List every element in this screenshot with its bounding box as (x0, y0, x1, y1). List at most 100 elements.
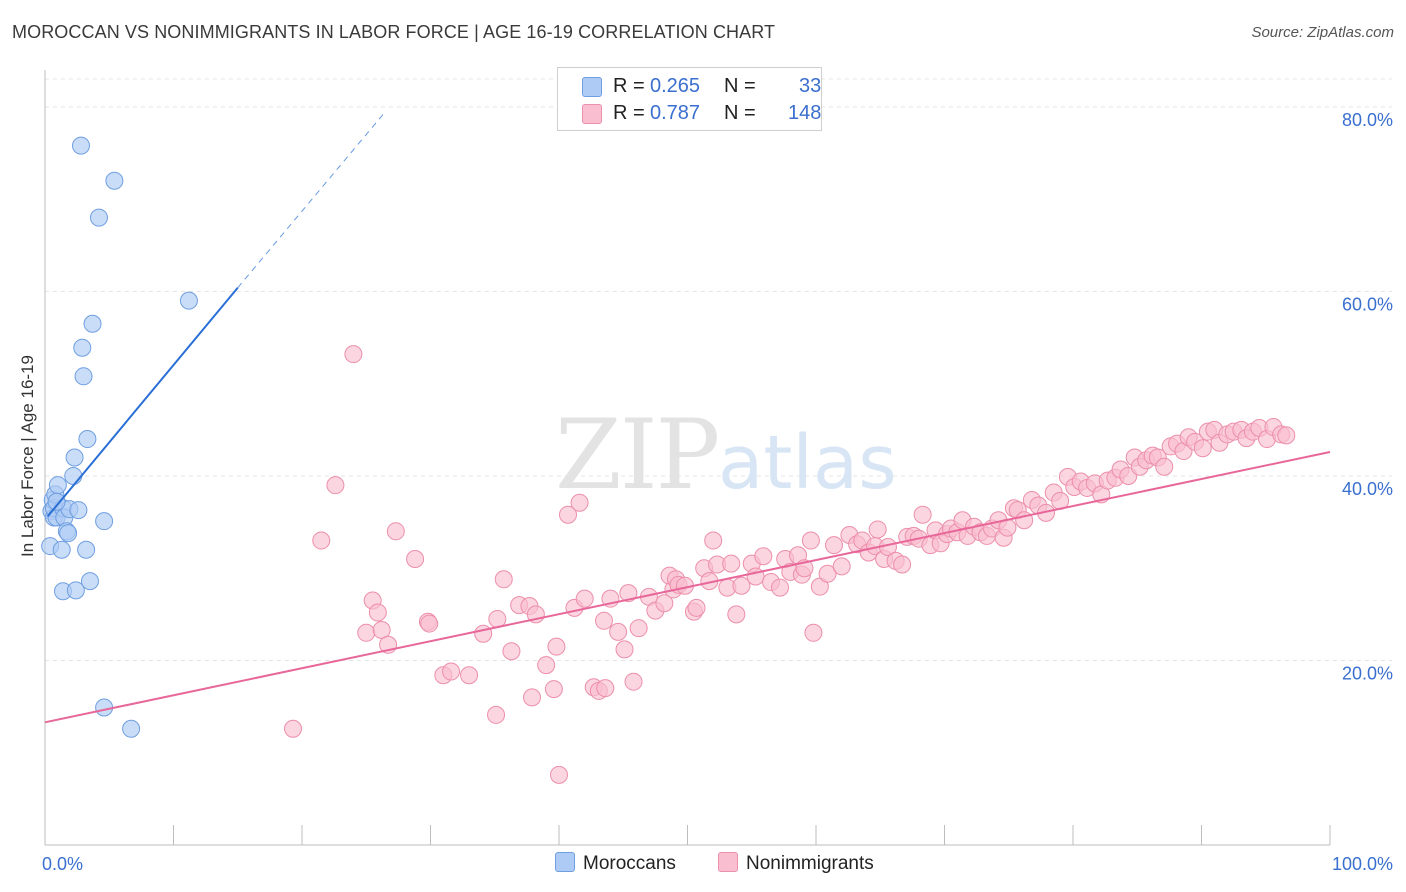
bottom-legend-swatch-moroccans (555, 852, 575, 872)
nonimmigrants-point (687, 598, 706, 617)
nonimmigrants-point (326, 476, 345, 495)
nonimmigrants-point (420, 614, 439, 633)
moroccans-trend-line (46, 287, 239, 518)
y-tick-label: 40.0% (1342, 479, 1393, 499)
moroccans-point (83, 314, 102, 333)
nonimmigrants-point (893, 555, 912, 574)
nonimmigrants-point (550, 765, 568, 784)
nonimmigrants-point (727, 605, 746, 624)
nonimmigrants-point (460, 666, 479, 685)
moroccans-trend-extension (237, 111, 386, 289)
nonimmigrants-point (913, 505, 932, 524)
nonimmigrants-point (732, 576, 751, 595)
axes (44, 70, 1331, 846)
nonimmigrants-point (615, 640, 634, 659)
nonimmigrants-point (494, 570, 513, 589)
nonimmigrants-point (502, 642, 521, 661)
moroccans-point (80, 572, 99, 591)
moroccans-point (66, 581, 85, 600)
moroccans-point (64, 466, 83, 485)
nonimmigrants-point (1155, 457, 1174, 476)
chart-title: MOROCCAN VS NONIMMIGRANTS IN LABOR FORCE… (12, 22, 776, 42)
legend-r-value: 0.787 (650, 102, 701, 124)
moroccans-point (48, 476, 67, 495)
legend-n-value: 148 (788, 102, 822, 124)
legend-r-label: R = (613, 75, 645, 97)
nonimmigrants-point (754, 547, 773, 566)
moroccans-point (59, 524, 78, 543)
bottom-legend-moroccans: Moroccans (555, 852, 676, 875)
moroccans-point (179, 291, 198, 310)
legend-swatch-moroccans (582, 77, 602, 97)
bottom-legend-nonimmigrants: Nonimmigrants (718, 852, 874, 875)
bottom-legend-label-nonimmigrants: Nonimmigrants (746, 853, 874, 874)
nonimmigrants-point (575, 589, 594, 608)
nonimmigrants-point (386, 522, 405, 541)
y-tick-label: 20.0% (1342, 663, 1393, 683)
source-label: Source: ZipAtlas.com (1251, 24, 1394, 41)
nonimmigrants-point (804, 623, 823, 642)
watermark-atlas: atlas (718, 420, 897, 506)
legend-n-label: N = (724, 75, 756, 97)
nonimmigrants-point (487, 705, 506, 724)
nonimmigrants-point (619, 584, 638, 603)
nonimmigrants-point (284, 719, 303, 738)
nonimmigrants-point (570, 493, 589, 512)
nonimmigrants-point (1277, 426, 1296, 445)
moroccans-point (73, 338, 92, 357)
moroccans-point (77, 540, 96, 559)
legend: R = 0.265 N = 33 R = 0.787 N = 148 (557, 67, 822, 131)
watermark-zip: ZIP (555, 399, 718, 511)
moroccans-point (78, 430, 97, 449)
nonimmigrants-point (655, 594, 674, 613)
moroccans-point (95, 512, 114, 531)
moroccans-point (65, 448, 84, 467)
nonimmigrants-trend-line (44, 450, 1331, 724)
moroccans-point (105, 171, 124, 190)
nonimmigrants-point (771, 578, 790, 597)
nonimmigrants-point (1193, 439, 1212, 458)
nonimmigrants-point (368, 603, 387, 622)
moroccans-points (41, 136, 198, 738)
nonimmigrants-point (722, 554, 741, 573)
nonimmigrants-point (537, 656, 556, 675)
x-tick-label: 100.0% (1332, 854, 1393, 874)
nonimmigrants-point (312, 531, 331, 550)
x-tick-label: 0.0% (42, 854, 83, 874)
nonimmigrants-point (547, 637, 566, 656)
nonimmigrants-point (474, 624, 493, 643)
nonimmigrants-points (284, 345, 1296, 784)
nonimmigrants-point (594, 611, 613, 630)
moroccans-point (52, 540, 71, 559)
moroccans-point (74, 367, 93, 386)
moroccans-point (47, 492, 66, 511)
moroccans-point (71, 136, 90, 155)
y-tick-label: 60.0% (1342, 294, 1393, 314)
nonimmigrants-point (596, 679, 615, 698)
moroccans-point (95, 698, 114, 717)
watermark: ZIP atlas (555, 399, 897, 511)
bottom-legend-label-moroccans: Moroccans (583, 853, 676, 874)
moroccans-point (69, 501, 88, 520)
nonimmigrants-point (442, 662, 461, 681)
nonimmigrants-point (344, 345, 363, 364)
legend-r-value: 0.265 (650, 75, 701, 97)
bottom-legend-swatch-nonimmigrants (718, 852, 738, 872)
nonimmigrants-point (801, 531, 820, 550)
nonimmigrants-point (832, 557, 851, 576)
moroccans-point (122, 719, 141, 738)
nonimmigrants-point (818, 564, 837, 583)
nonimmigrants-point (357, 623, 376, 642)
legend-r-label: R = (613, 102, 645, 124)
legend-swatch-nonimmigrants (582, 104, 602, 124)
trend-lines (44, 111, 1331, 724)
nonimmigrants-point (558, 505, 577, 524)
y-tick-label: 80.0% (1342, 110, 1393, 130)
y-axis-label: In Labor Force | Age 16-19 (18, 355, 37, 557)
nonimmigrants-point (824, 536, 843, 555)
nonimmigrants-point (704, 531, 723, 550)
nonimmigrants-point (624, 672, 643, 691)
legend-n-label: N = (724, 102, 756, 124)
nonimmigrants-point (868, 520, 887, 539)
